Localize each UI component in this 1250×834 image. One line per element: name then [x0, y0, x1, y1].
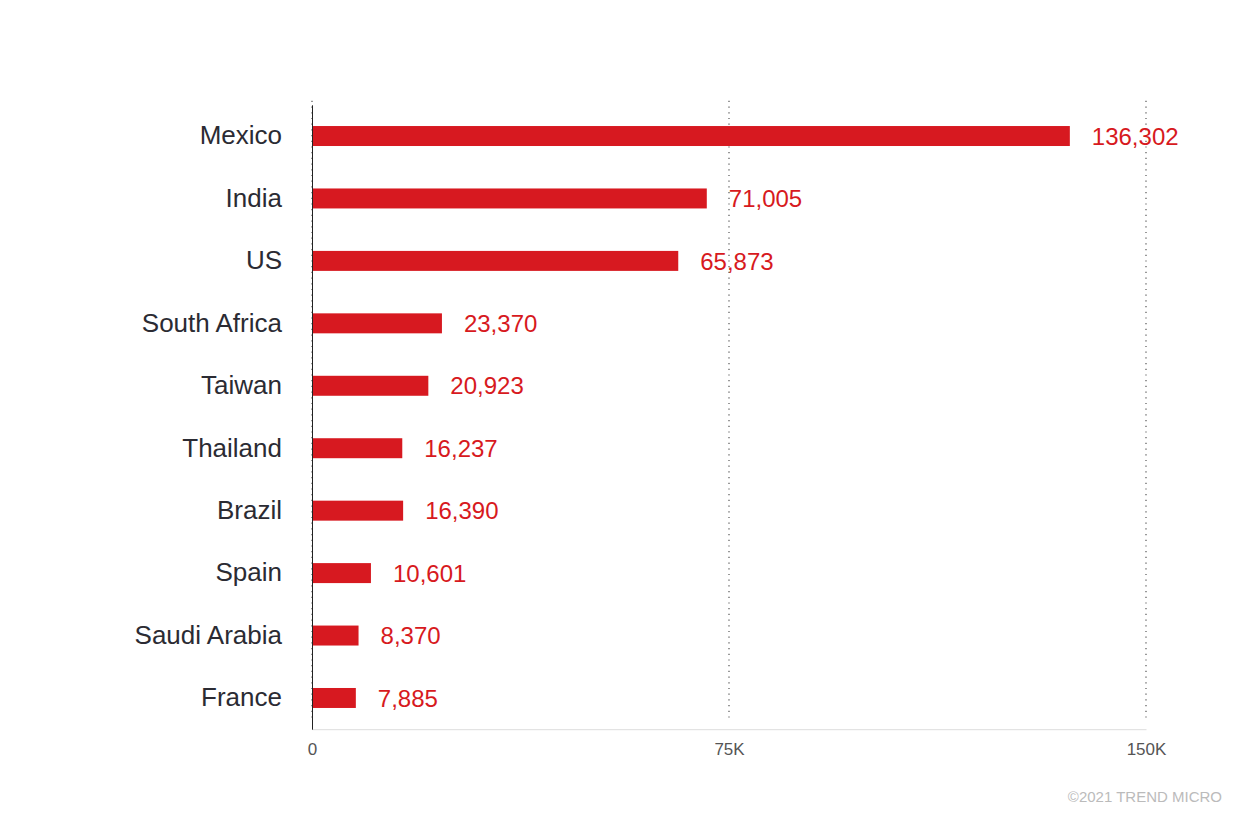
x-axis-line [313, 729, 1147, 730]
bar [312, 126, 1070, 146]
y-tick-label: Spain [216, 557, 283, 587]
x-tick: 0 [308, 729, 317, 759]
bar [312, 251, 678, 271]
y-tick: India [226, 183, 312, 213]
data-label: 7,885 [378, 685, 438, 712]
y-tick-label: Brazil [217, 495, 282, 525]
y-tick-label: Mexico [200, 120, 282, 150]
y-tick: US [246, 245, 312, 275]
data-label: 23,370 [464, 310, 537, 337]
x-tick-label: 75K [714, 740, 745, 759]
bars [312, 126, 1070, 708]
data-label: 8,370 [381, 622, 441, 649]
x-axis: 0 75K 150K [308, 729, 1167, 759]
x-tick: 150K [1127, 729, 1167, 759]
y-tick: South Africa [142, 308, 312, 338]
data-label: 10,601 [393, 560, 466, 587]
x-tick-label: 150K [1127, 740, 1167, 759]
bar [312, 501, 403, 521]
y-axis: Mexico India US South Africa Taiwan Thailand B… [135, 105, 313, 729]
y-tick: Taiwan [201, 370, 312, 400]
y-tick: Thailand [182, 433, 312, 463]
bar [312, 376, 428, 396]
data-label: 71,005 [729, 185, 802, 212]
y-tick: Mexico [200, 120, 312, 150]
bar [312, 188, 707, 208]
x-tick-label: 0 [308, 740, 317, 759]
y-tick: Brazil [217, 495, 312, 525]
bar [312, 438, 402, 458]
data-labels: 136,302 71,005 65,873 23,370 20,923 16,237 16,… [378, 123, 1179, 712]
y-tick-label: Taiwan [201, 370, 282, 400]
y-tick: France [201, 682, 312, 712]
data-label: 65,873 [700, 248, 773, 275]
chart: 0 75K 150K Mexico India US South Africa Taiwan T… [0, 0, 1250, 834]
copyright: ©2021 TREND MICRO [1068, 788, 1222, 805]
data-label: 16,237 [424, 435, 497, 462]
y-tick-label: Thailand [182, 433, 282, 463]
data-label: 136,302 [1092, 123, 1179, 150]
y-tick-label: France [201, 682, 282, 712]
bar [312, 563, 371, 583]
bar [312, 313, 442, 333]
bar [312, 626, 359, 646]
y-tick-label: US [246, 245, 282, 275]
x-tick: 75K [714, 729, 745, 759]
y-tick: Saudi Arabia [135, 620, 312, 650]
y-tick-label: South Africa [142, 308, 283, 338]
y-tick-label: Saudi Arabia [135, 620, 283, 650]
data-label: 16,390 [425, 497, 498, 524]
y-tick: Spain [216, 557, 313, 587]
grid-line [1145, 101, 1146, 719]
y-axis-line [312, 105, 313, 729]
bar [312, 688, 356, 708]
annotations: ©2021 TREND MICRO [1068, 788, 1222, 805]
y-tick-label: India [226, 183, 283, 213]
grid [312, 101, 1146, 719]
data-label: 20,923 [450, 372, 523, 399]
